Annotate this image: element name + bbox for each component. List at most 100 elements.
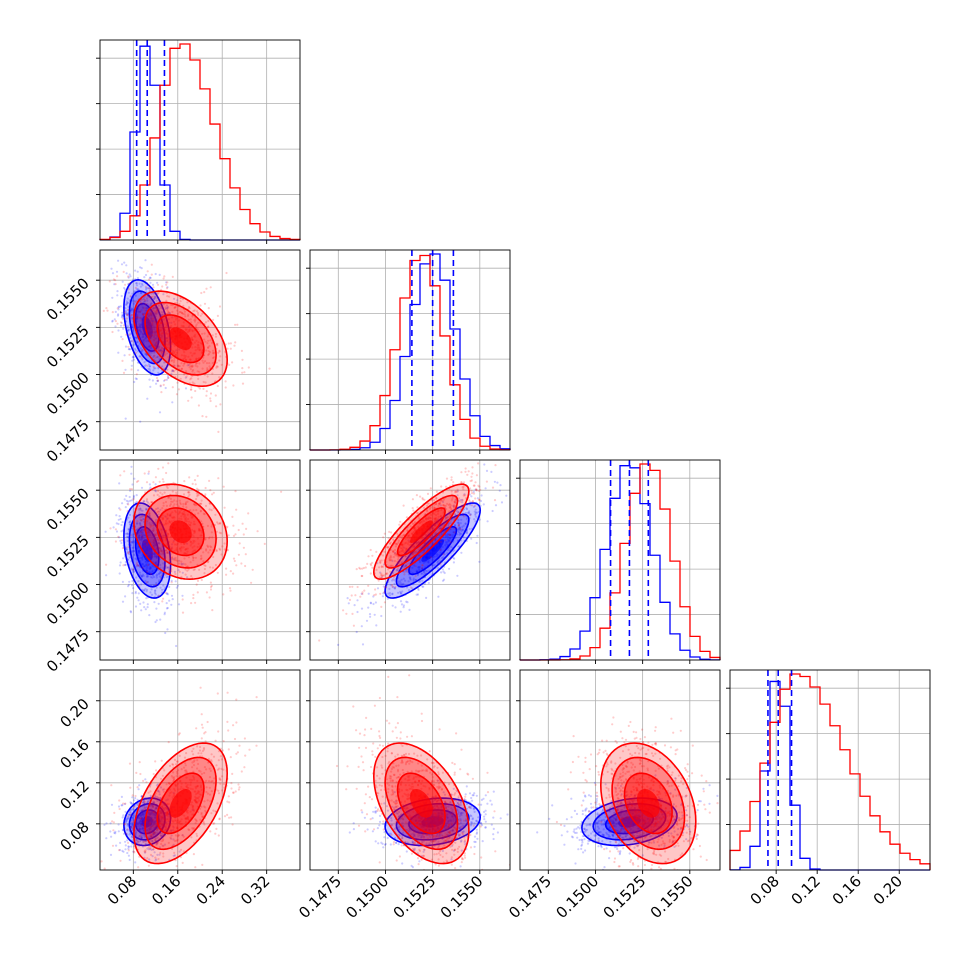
sample-point — [157, 284, 159, 286]
sample-point — [200, 687, 202, 689]
sample-point — [445, 486, 447, 488]
sample-point — [117, 307, 119, 309]
sample-point — [465, 467, 467, 469]
sample-point — [130, 845, 132, 847]
sample-point — [122, 557, 124, 559]
sample-point — [120, 542, 122, 544]
sample-point — [150, 573, 152, 575]
sample-point — [127, 309, 129, 311]
sample-point — [421, 586, 423, 588]
sample-point — [201, 579, 203, 581]
sample-point — [197, 475, 199, 477]
sample-point — [199, 457, 201, 459]
sample-point — [132, 794, 134, 796]
sample-point — [112, 311, 114, 313]
sample-point — [416, 506, 418, 508]
sample-point — [159, 481, 161, 483]
sample-point — [90, 350, 92, 352]
sample-point — [122, 814, 124, 816]
sample-point — [238, 529, 240, 531]
sample-point — [384, 586, 386, 588]
sample-point — [219, 403, 221, 405]
sample-point — [115, 311, 117, 313]
sample-point — [122, 338, 124, 340]
sample-point — [115, 514, 117, 516]
sample-point — [109, 527, 111, 529]
sample-point — [130, 466, 132, 468]
sample-point — [200, 292, 202, 294]
panel-2-0 — [90, 456, 282, 648]
sample-point — [232, 525, 234, 527]
sample-point — [155, 608, 157, 610]
sample-point — [228, 364, 230, 366]
sample-point — [421, 497, 423, 499]
sample-point — [128, 348, 130, 350]
sample-point — [217, 692, 219, 694]
sample-point — [370, 549, 372, 551]
sample-point — [125, 334, 127, 336]
sample-point — [377, 587, 379, 589]
sample-point — [128, 855, 130, 857]
sample-point — [456, 575, 458, 577]
sample-point — [121, 360, 123, 362]
sample-point — [121, 804, 123, 806]
sample-point — [117, 523, 119, 525]
sample-point — [470, 495, 472, 497]
sample-point — [146, 581, 148, 583]
sample-point — [415, 575, 417, 577]
sample-point — [161, 285, 163, 287]
sample-point — [112, 272, 114, 274]
sample-point — [453, 528, 455, 530]
sample-point — [182, 612, 184, 614]
sample-point — [392, 578, 394, 580]
sample-point — [412, 498, 414, 500]
sample-point — [122, 521, 124, 523]
sample-point — [166, 287, 168, 289]
sample-point — [138, 788, 140, 790]
sample-point — [137, 866, 139, 868]
sample-point — [348, 602, 350, 604]
sample-point — [148, 278, 150, 280]
sample-point — [375, 601, 377, 603]
sample-point — [116, 294, 118, 296]
sample-point — [137, 564, 139, 566]
sample-point — [474, 497, 476, 499]
sample-point — [165, 387, 167, 389]
sample-point — [133, 813, 135, 815]
sample-point — [137, 271, 139, 273]
sample-point — [185, 387, 187, 389]
sample-point — [361, 575, 363, 577]
sample-point — [250, 582, 252, 584]
sample-point — [202, 727, 204, 729]
sample-point — [235, 721, 237, 723]
sample-point — [165, 592, 167, 594]
sample-point — [147, 603, 149, 605]
sample-point — [90, 268, 92, 270]
sample-point — [125, 833, 127, 835]
sample-point — [194, 602, 196, 604]
sample-point — [149, 483, 151, 485]
sample-point — [120, 530, 122, 532]
sample-point — [181, 595, 183, 597]
sample-point — [478, 561, 480, 563]
sample-point — [121, 263, 123, 265]
sample-point — [241, 359, 243, 361]
sample-point — [379, 593, 381, 595]
sample-point — [117, 536, 119, 538]
sample-point — [111, 331, 113, 333]
sample-point — [168, 741, 170, 743]
sample-point — [356, 568, 358, 570]
sample-point — [115, 528, 117, 530]
sample-point — [118, 482, 120, 484]
sample-point — [178, 388, 180, 390]
sample-point — [406, 516, 408, 518]
sample-point — [137, 480, 139, 482]
sample-point — [362, 643, 364, 645]
sample-point — [135, 591, 137, 593]
sample-point — [165, 284, 167, 286]
sample-point — [190, 389, 192, 391]
sample-point — [490, 471, 492, 473]
sample-point — [400, 600, 402, 602]
sample-point — [132, 569, 134, 571]
sample-point — [217, 477, 219, 479]
